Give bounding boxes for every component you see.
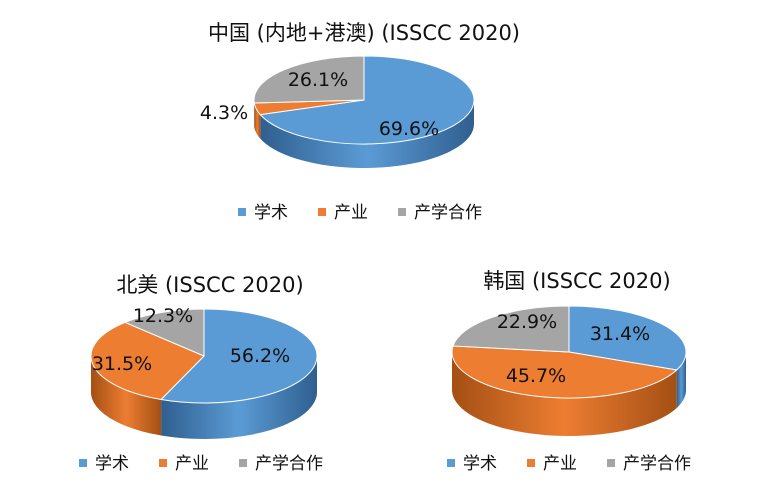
pie-slice-学术 [568,305,687,371]
legend-label: 学术 [95,454,129,474]
pie-side-学术 [161,356,317,439]
pie-side-产业 [452,352,677,436]
pie-slice-产业 [451,345,678,399]
data-label: 56.2% [230,345,290,367]
data-label: 69.6% [379,118,439,140]
pie-slice-学术 [160,308,318,404]
pie-slice-产业 [90,321,205,401]
legend-swatch [447,459,455,467]
pie-chart-0: 中国 (内地+港澳) (ISSCC 2020) 69.6% 4.3% 26.1% 学术 产… [200,21,520,223]
legend-swatch [607,459,615,467]
pie-side-学术 [260,100,474,168]
data-label: 4.3% [200,102,248,124]
legend-swatch [398,208,406,216]
data-label: 45.7% [506,365,566,387]
pie-side-walls [91,356,317,439]
data-label: 22.9% [497,311,557,333]
data-label: 12.3% [133,305,193,327]
pie-slice-学术 [259,55,475,145]
pie-side-产业 [254,103,261,139]
pie-slice-产学合作 [452,305,570,353]
pie-chart-2: 韩国 (ISSCC 2020) 31.4% 45.7% 22.9% 学术 产业 产学合作 [447,269,691,474]
data-label: 31.5% [92,353,152,375]
pie-slice-产学合作 [123,308,205,357]
legend: 学术 产业 产学合作 [79,454,323,474]
pie-chart-1: 北美 (ISSCC 2020) 56.2% 31.5% 12.3% 学术 产业 产学合作 [79,273,323,474]
legend-label: 产学合作 [414,203,482,223]
legend-swatch [238,208,246,216]
chart-title: 中国 (内地+港澳) (ISSCC 2020) [208,21,520,45]
pie-slice-产学合作 [253,55,365,104]
legend-label: 产业 [334,203,368,223]
legend-label: 产业 [175,454,209,474]
legend-label: 产业 [543,454,577,474]
chart-title: 北美 (ISSCC 2020) [116,273,303,297]
legend-label: 产学合作 [623,454,691,474]
pie-side-walls [254,100,474,168]
legend-swatch [527,459,535,467]
data-label: 26.1% [288,69,348,91]
legend-label: 产学合作 [255,454,323,474]
legend-label: 学术 [254,203,288,223]
legend-label: 学术 [463,454,497,474]
legend-swatch [239,459,247,467]
pie-side-walls [452,352,686,436]
legend-swatch [159,459,167,467]
legend-swatch [79,459,87,467]
pie-side-学术 [676,352,686,408]
legend: 学术 产业 产学合作 [447,454,691,474]
data-label: 31.4% [590,323,650,345]
chart-title: 韩国 (ISSCC 2020) [483,269,670,293]
pie-side-产业 [91,356,162,436]
legend-swatch [318,208,326,216]
legend: 学术 产业 产学合作 [238,203,482,223]
